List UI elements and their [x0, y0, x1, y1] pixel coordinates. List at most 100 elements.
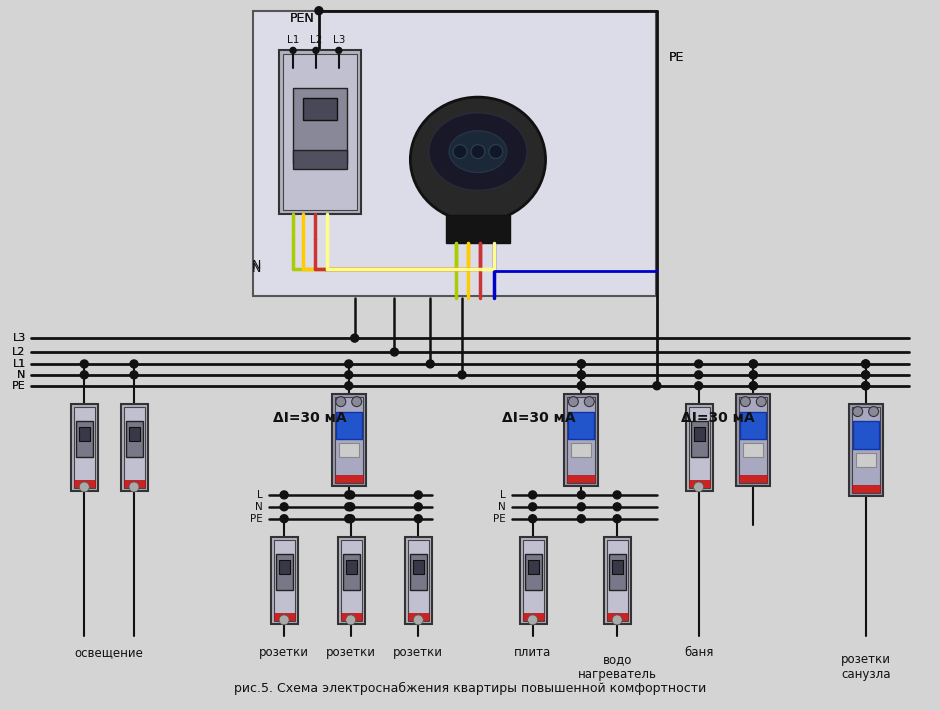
Bar — [691, 422, 708, 457]
Bar — [607, 540, 628, 621]
Circle shape — [862, 360, 870, 368]
Bar — [612, 560, 623, 574]
Bar — [568, 475, 595, 482]
Bar — [293, 88, 347, 163]
Bar — [855, 453, 875, 467]
Bar — [124, 407, 145, 488]
Circle shape — [577, 360, 586, 368]
Bar — [694, 427, 705, 442]
Bar — [564, 393, 598, 486]
Bar — [274, 613, 295, 620]
Circle shape — [414, 615, 423, 625]
Circle shape — [749, 360, 758, 368]
Circle shape — [695, 382, 702, 390]
Text: плита: плита — [514, 646, 551, 659]
Circle shape — [347, 503, 354, 510]
Circle shape — [426, 360, 434, 368]
Bar — [527, 560, 539, 574]
Circle shape — [415, 515, 422, 523]
Text: ΔI=30 мA: ΔI=30 мA — [681, 410, 755, 425]
Circle shape — [577, 382, 586, 390]
Circle shape — [749, 371, 758, 379]
Bar — [337, 537, 365, 624]
Circle shape — [749, 382, 758, 390]
Circle shape — [345, 360, 352, 368]
Circle shape — [471, 145, 485, 158]
Circle shape — [347, 491, 354, 499]
Circle shape — [862, 371, 870, 379]
Circle shape — [862, 382, 870, 390]
Bar — [408, 613, 430, 620]
Bar — [414, 560, 424, 574]
Text: N: N — [252, 262, 261, 275]
Bar — [607, 613, 628, 620]
Bar — [689, 480, 710, 487]
Bar — [736, 393, 770, 486]
Bar — [279, 560, 290, 574]
Circle shape — [489, 145, 503, 158]
Text: N: N — [17, 370, 25, 380]
Circle shape — [415, 503, 422, 510]
Circle shape — [351, 334, 359, 342]
Circle shape — [862, 371, 870, 379]
Text: N: N — [252, 259, 261, 272]
Bar — [609, 555, 626, 590]
Circle shape — [458, 371, 466, 379]
Circle shape — [577, 360, 586, 368]
Circle shape — [130, 371, 138, 379]
Bar — [121, 403, 148, 491]
Bar — [271, 537, 298, 624]
Bar — [336, 412, 362, 439]
Text: PEN: PEN — [290, 12, 315, 25]
Text: PE: PE — [494, 514, 506, 524]
Circle shape — [757, 397, 766, 407]
Bar — [335, 397, 363, 483]
Text: N: N — [256, 502, 263, 512]
Bar — [253, 11, 656, 297]
Bar — [411, 555, 428, 590]
Text: PE: PE — [12, 381, 25, 390]
Bar — [74, 407, 95, 488]
Text: рис.5. Схема электроснабжения квартиры повышенной комфортности: рис.5. Схема электроснабжения квартиры п… — [234, 682, 706, 695]
Text: PEN: PEN — [290, 12, 315, 25]
Text: L3: L3 — [12, 333, 25, 343]
Bar — [689, 407, 710, 488]
Bar — [126, 422, 143, 457]
Circle shape — [280, 503, 288, 510]
Bar — [346, 560, 356, 574]
Circle shape — [80, 371, 88, 379]
Circle shape — [653, 382, 661, 390]
Circle shape — [345, 371, 352, 379]
Circle shape — [695, 360, 702, 368]
Bar — [853, 422, 879, 449]
Text: L2: L2 — [12, 347, 25, 357]
Circle shape — [741, 397, 750, 407]
Circle shape — [695, 371, 702, 379]
Circle shape — [749, 360, 758, 368]
Bar — [525, 555, 541, 590]
Circle shape — [129, 482, 139, 492]
Bar — [303, 98, 337, 120]
Circle shape — [528, 515, 537, 523]
Circle shape — [862, 360, 870, 368]
Circle shape — [527, 615, 538, 625]
Bar — [849, 403, 883, 496]
Bar — [76, 422, 93, 457]
Text: L2: L2 — [309, 36, 322, 45]
Ellipse shape — [449, 131, 507, 173]
Bar — [74, 480, 95, 487]
Circle shape — [853, 407, 863, 417]
Text: L1: L1 — [287, 36, 299, 45]
Circle shape — [613, 515, 621, 523]
Ellipse shape — [429, 113, 527, 190]
Bar — [740, 397, 767, 483]
Circle shape — [577, 382, 586, 390]
Text: ΔI=30 мA: ΔI=30 мA — [502, 410, 575, 425]
Circle shape — [345, 382, 352, 390]
Bar — [685, 403, 713, 491]
Circle shape — [280, 491, 288, 499]
Bar — [744, 443, 763, 457]
Text: ΔI=30 мA: ΔI=30 мA — [274, 410, 347, 425]
Text: L3: L3 — [12, 333, 25, 343]
Bar — [741, 412, 766, 439]
